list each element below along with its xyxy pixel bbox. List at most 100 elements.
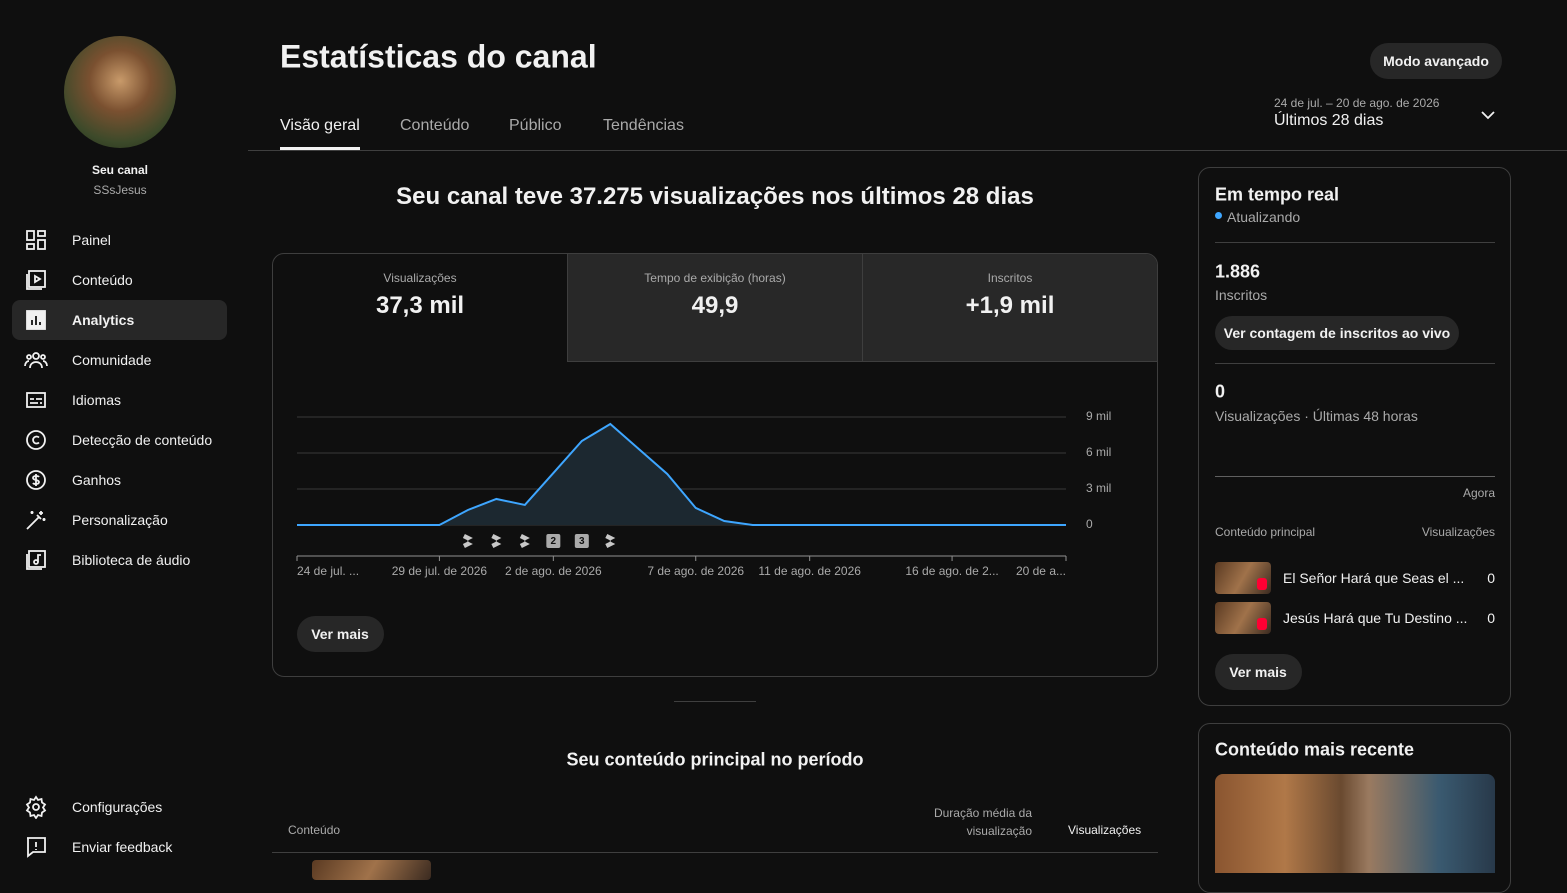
nav-icon xyxy=(26,470,46,490)
x-tick-label: 24 de jul. ... xyxy=(297,564,359,578)
date-range: 24 de jul. – 20 de ago. de 2026 xyxy=(1274,96,1440,110)
nav-icon xyxy=(26,392,46,408)
metric-label[interactable]: Tempo de exibição (horas) xyxy=(644,271,786,285)
tab-underline xyxy=(280,147,360,150)
tab[interactable]: Público xyxy=(509,117,562,134)
x-tick-label: 2 de ago. de 2026 xyxy=(505,564,602,578)
column-header[interactable]: Duração média da visualização xyxy=(933,806,1032,838)
latest-thumbnail[interactable] xyxy=(1215,774,1495,873)
nav-item[interactable]: Enviar feedback xyxy=(72,839,173,855)
shorts-marker xyxy=(605,534,616,548)
tab[interactable]: Conteúdo xyxy=(400,117,470,134)
y-tick-label: 6 mil xyxy=(1086,445,1111,459)
nav-item[interactable]: Analytics xyxy=(72,312,135,328)
area xyxy=(297,423,1066,525)
channel-name: SSsJesus xyxy=(93,183,147,197)
live-count-button[interactable] xyxy=(1215,316,1459,350)
advanced-mode-button[interactable] xyxy=(1370,43,1502,79)
event-badge xyxy=(546,534,561,548)
nav-icon xyxy=(26,310,46,330)
nav-item[interactable]: Biblioteca de áudio xyxy=(72,552,191,568)
realtime-status: Atualizando xyxy=(1227,209,1301,225)
event-badge-label: 3 xyxy=(579,536,585,547)
summary: Seu canal teve 37.275 visualizações nos … xyxy=(396,183,1034,210)
video-thumbnail[interactable] xyxy=(312,860,431,880)
video-title[interactable]: Jesús Hará que Tu Destino ... xyxy=(1283,610,1468,626)
time-label: Agora xyxy=(1462,486,1495,500)
shorts-badge xyxy=(1257,578,1267,590)
event-badge xyxy=(574,534,589,548)
nav-icon xyxy=(26,511,46,530)
x-tick-label: 7 de ago. de 2026 xyxy=(647,564,744,578)
divider xyxy=(248,150,1567,151)
see-more-button[interactable] xyxy=(1215,654,1302,690)
realtime-baseline xyxy=(1215,476,1495,477)
x-tick-label: 16 de ago. de 2... xyxy=(905,564,998,578)
metric-label[interactable]: Visualizações xyxy=(383,271,457,285)
overview-card xyxy=(272,253,1158,677)
see-more-button[interactable] xyxy=(297,616,384,652)
divider xyxy=(272,852,1158,853)
video-views: 0 xyxy=(1487,610,1495,626)
metric-label[interactable]: Inscritos xyxy=(987,271,1033,285)
nav-selected-bg xyxy=(12,300,227,340)
channel-avatar[interactable] xyxy=(64,36,176,148)
subscriber-count: 1.886 xyxy=(1215,261,1261,282)
x-tick-label: 20 de a... xyxy=(1016,564,1066,578)
realtime-card xyxy=(1198,167,1511,706)
period[interactable]: Últimos 28 dias xyxy=(1274,112,1384,129)
nav-icon xyxy=(27,837,46,858)
nav-item[interactable]: Detecção de conteúdo xyxy=(72,432,213,448)
see-more-label: Ver mais xyxy=(311,626,369,642)
tab[interactable]: Tendências xyxy=(603,117,684,134)
nav-icon xyxy=(26,430,46,450)
line xyxy=(297,422,1066,526)
y-tick-label: 0 xyxy=(1086,517,1093,531)
nav-icon xyxy=(26,230,46,250)
nav-item[interactable]: Comunidade xyxy=(72,352,152,368)
metric-separator xyxy=(862,254,863,362)
metric-separator xyxy=(567,361,1157,362)
dropdown-icon[interactable] xyxy=(1476,103,1500,127)
list-header: Conteúdo principal xyxy=(1215,525,1316,539)
views-label: Visualizações · Últimas 48 horas xyxy=(1215,408,1418,424)
nav-item[interactable]: Personalização xyxy=(72,512,168,528)
y-tick-label: 9 mil xyxy=(1086,409,1111,423)
latest-title: Conteúdo mais recente xyxy=(1215,739,1415,760)
list-header: Visualizações xyxy=(1421,525,1495,539)
channel-label: Seu canal xyxy=(91,163,149,177)
nav-item[interactable]: Configurações xyxy=(72,799,163,815)
divider xyxy=(674,701,756,702)
realtime-title: Em tempo real xyxy=(1215,184,1340,205)
nav-icon xyxy=(24,352,48,369)
nav-icon xyxy=(25,795,47,819)
shorts-icon xyxy=(519,534,530,548)
nav-item[interactable]: Conteúdo xyxy=(72,272,133,288)
live-count-label: Ver contagem de inscritos ao vivo xyxy=(1223,325,1451,341)
shorts-marker xyxy=(462,534,473,548)
nav-item[interactable]: Ganhos xyxy=(72,472,122,488)
video-title[interactable]: El Señor Hará que Seas el ... xyxy=(1283,570,1465,586)
x-tick-label: 11 de ago. de 2026 xyxy=(758,564,861,578)
advanced-mode-label: Modo avançado xyxy=(1383,53,1489,69)
video-views: 0 xyxy=(1487,570,1495,586)
divider xyxy=(1215,363,1495,364)
column-header[interactable]: Visualizações xyxy=(1068,823,1142,837)
y-tick-label: 3 mil xyxy=(1086,481,1111,495)
nav-item[interactable]: Painel xyxy=(72,232,111,248)
subscriber-label: Inscritos xyxy=(1215,287,1268,303)
shorts-marker xyxy=(491,534,502,548)
metric-value: 49,9 xyxy=(691,292,739,319)
shorts-badge xyxy=(1257,618,1267,630)
metric-separator xyxy=(567,254,568,362)
x-tick-label: 29 de jul. de 2026 xyxy=(392,564,488,578)
nav-item[interactable]: Idiomas xyxy=(72,392,122,408)
section-title: Seu conteúdo principal no período xyxy=(566,749,864,770)
see-more-label: Ver mais xyxy=(1229,664,1287,680)
tab[interactable]: Visão geral xyxy=(280,117,360,134)
divider xyxy=(1215,242,1495,243)
event-badge-label: 2 xyxy=(551,536,557,547)
page: Seu canal SSsJesus Painel Conteúdo Analy… xyxy=(12,36,1567,893)
nav-icon xyxy=(26,550,46,570)
page-title: Estatísticas do canal xyxy=(280,38,597,75)
